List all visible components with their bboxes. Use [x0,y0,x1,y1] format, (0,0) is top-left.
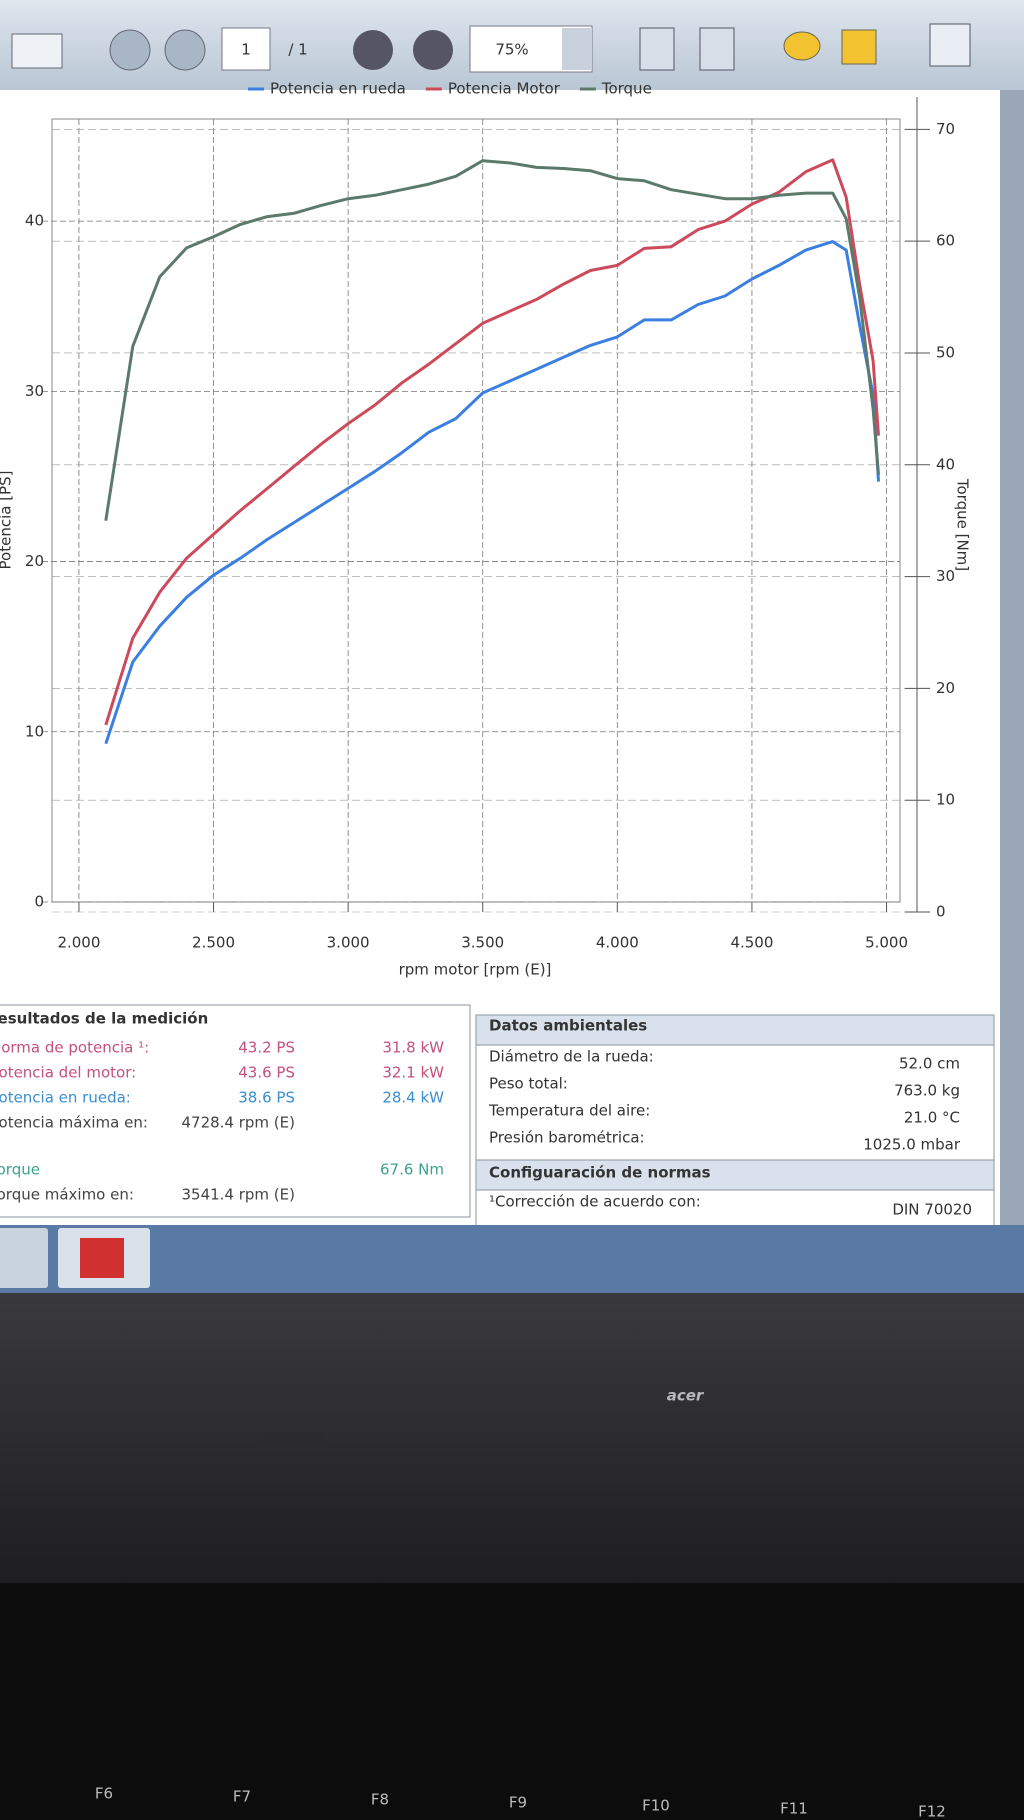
fit-width-button[interactable] [639,27,675,71]
acrobat-icon [80,1238,124,1278]
ambient-label: Peso total: [489,1075,568,1093]
function-key-label: F8 [371,1791,389,1809]
x-axis-label: rpm motor [rpm (E)] [399,961,552,979]
fullscreen-button[interactable] [929,23,971,67]
page-input[interactable] [221,27,271,71]
results-title: Resultados de la medición [0,1010,208,1028]
norms-label: ¹Corrección de acuerdo con: [489,1193,701,1211]
zoom-out-button[interactable] [353,30,393,70]
ambient-label: Presión barométrica: [489,1129,645,1147]
y-tick-label: 10 [25,722,44,740]
result-value: 43.6 PS [238,1064,295,1082]
keyboard [0,1583,1024,1820]
ambient-value: 21.0 °C [904,1109,960,1127]
result-value: 67.6 Nm [380,1161,444,1179]
function-key-label: F10 [642,1797,670,1815]
x-tick-label: 4.000 [596,934,639,952]
tables: Resultados de la medición Norma de potenc… [0,1010,972,1219]
x-tick-label: 3.500 [461,934,504,952]
y2-axis-label: Torque [Nm] [954,478,972,571]
result-label: Potencia en rueda: [0,1089,131,1107]
x-tick-label: 2.000 [57,934,100,952]
y2-tick-label: 70 [936,120,955,138]
zoom-dropdown[interactable] [562,28,592,70]
y-tick-label: 0 [34,893,44,911]
y2-tick-label: 40 [936,455,955,473]
webcam-slot [262,1432,324,1446]
markup-button[interactable] [841,29,877,65]
series-line [104,159,880,521]
zoom-in-button[interactable] [413,30,453,70]
x-tick-label: 4.500 [730,934,773,952]
result-value: 31.8 kW [382,1039,444,1057]
ambient-label: Temperatura del aire: [488,1102,650,1120]
x-tick-label: 2.500 [192,934,235,952]
ambient-title: Datos ambientales [489,1017,647,1035]
page-number: 1 [241,41,251,59]
prev-page-button[interactable] [109,29,151,71]
zoom-value: 75% [495,41,528,59]
next-page-button[interactable] [164,29,206,71]
function-key-label: F6 [95,1785,113,1803]
result-label: Torque [0,1161,40,1179]
legend-label: Torque [601,80,652,98]
ambient-header [475,1014,995,1046]
result-value: 43.2 PS [238,1039,295,1057]
function-key-label: F9 [509,1794,527,1812]
y2-tick-label: 0 [936,903,946,921]
result-value: 28.4 kW [382,1089,444,1107]
result-label: Torque máximo en: [0,1186,134,1204]
y-tick-label: 30 [25,382,44,400]
legend-label: Potencia en rueda [270,80,406,98]
ambient-value: 1025.0 mbar [863,1136,961,1154]
y2-tick-label: 20 [936,679,955,697]
mail-button[interactable] [11,33,63,69]
y2-tick-label: 60 [936,232,955,250]
result-value: 32.1 kW [382,1064,444,1082]
y-tick-label: 40 [25,212,44,230]
result-value: 4728.4 rpm (E) [181,1114,295,1132]
norms-value: DIN 70020 [892,1201,972,1219]
chart: 2.000 2.500 3.000 3.500 4.000 4.500 5.000 0 10 20… [0,80,972,979]
y-tick-label: 20 [25,552,44,570]
result-label: Potencia máxima en: [0,1114,148,1132]
function-key-label: F11 [780,1800,808,1818]
x-tick-label: 3.000 [327,934,370,952]
result-value: 38.6 PS [238,1089,295,1107]
function-key-label: F12 [918,1803,946,1820]
comment-button[interactable] [783,31,821,61]
viewer-border [1000,90,1024,1225]
ambient-value: 52.0 cm [899,1055,960,1073]
series-line [104,240,880,745]
ambient-label: Diámetro de la rueda: [489,1048,654,1066]
fit-page-button[interactable] [699,27,735,71]
legend-label: Potencia Motor [448,80,561,98]
taskbar-item[interactable] [0,1228,48,1288]
function-keys: F6 F7 F8 F9 F10 F11 F12 [95,1785,946,1820]
taskbar [0,1225,1024,1293]
y2-tick-label: 50 [936,343,955,361]
results-panel [0,1004,471,1218]
result-value: 3541.4 rpm (E) [181,1186,295,1204]
laptop-bezel [0,1293,1024,1583]
result-label: Potencia del motor: [0,1064,136,1082]
brand-logo: acer [667,1387,705,1405]
function-key-label: F7 [233,1788,251,1806]
x-tick-label: 5.000 [865,934,908,952]
result-label: Norma de potencia ¹: [0,1039,149,1057]
norms-title: Configuaración de normas [489,1164,711,1182]
page-total: / 1 [288,41,307,59]
y2-tick-label: 30 [936,567,955,585]
series-line [104,158,880,726]
ambient-value: 763.0 kg [894,1082,960,1100]
y2-tick-label: 10 [936,791,955,809]
y-axis-label: Potencia [PS] [0,471,15,570]
